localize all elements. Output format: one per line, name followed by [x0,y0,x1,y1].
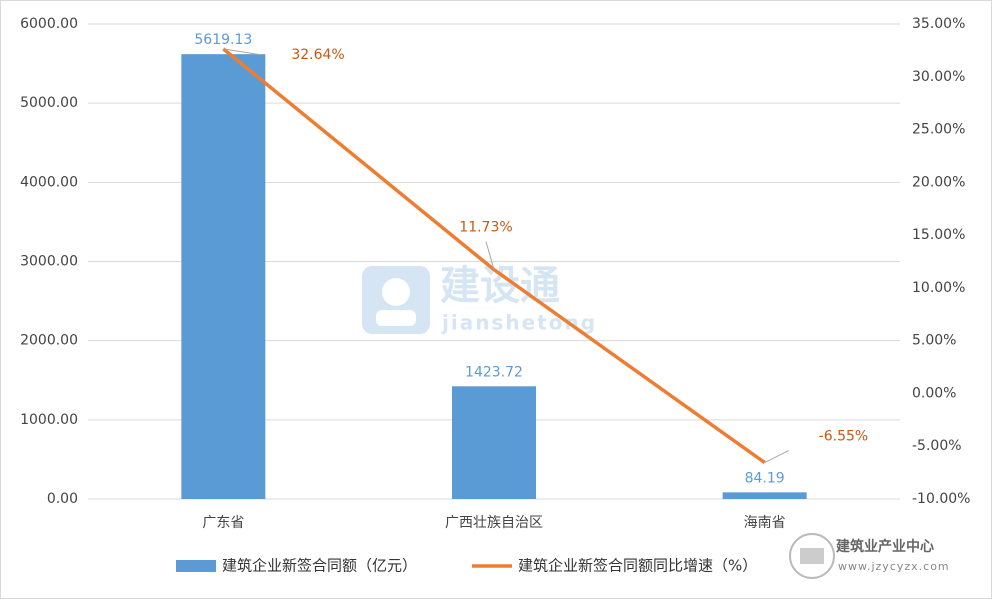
bar [452,386,536,499]
bar-value-label: 1423.72 [465,364,523,380]
y2-tick-label: 25.00% [912,122,965,138]
source-logo [789,533,835,579]
legend-label: 建筑企业新签合同额（亿元） [222,557,417,575]
y-tick-label: 3000.00 [20,254,78,270]
y-tick-label: 1000.00 [20,412,78,428]
leader-line [485,241,495,270]
source-mark: 建筑业产业中心 www.jzycyzx.com [789,533,950,579]
y2-tick-label: 20.00% [912,174,965,190]
y2-tick-label: 15.00% [912,227,965,243]
bar [181,54,266,499]
source-name: 建筑业产业中心 [836,538,934,555]
y-tick-label: 2000.00 [20,333,78,349]
bar-value-label: 5619.13 [194,32,252,48]
line-value-label: -6.55% [819,429,869,445]
line-value-label: 11.73% [459,220,512,236]
y2-tick-label: -5.00% [912,438,962,454]
watermark-icon-head [382,278,410,306]
y2-tick-label: 30.00% [912,69,965,85]
y-tick-label: 5000.00 [20,95,78,111]
y2-tick-label: 10.00% [912,280,965,296]
leader-line [764,450,789,464]
leader-line [223,48,262,56]
bar [722,492,807,499]
line-value-label: 32.64% [291,47,344,63]
y-tick-label: 6000.00 [20,16,78,32]
y2-tick-label: 5.00% [912,333,956,349]
source-logo-building [800,548,824,564]
watermark-icon-body [376,310,416,326]
y2-tick-label: -10.00% [912,491,970,507]
legend-label: 建筑企业新签合同额同比增速（%） [518,557,757,575]
x-tick-label: 广西壮族自治区 [445,515,543,531]
watermark: 建设通 jianshetong [362,263,597,335]
y-tick-label: 0.00 [47,491,78,507]
legend-swatch [176,560,216,572]
watermark-icon [362,266,430,334]
y2-tick-label: 35.00% [912,16,965,32]
y2-tick-label: 0.00% [912,385,956,401]
watermark-sub: jianshetong [441,311,597,335]
bar-value-label: 84.19 [745,470,785,486]
y-tick-label: 4000.00 [20,174,78,190]
x-tick-label: 广东省 [202,515,244,531]
x-tick-label: 海南省 [744,515,786,531]
source-url: www.jzycyzx.com [838,560,950,573]
